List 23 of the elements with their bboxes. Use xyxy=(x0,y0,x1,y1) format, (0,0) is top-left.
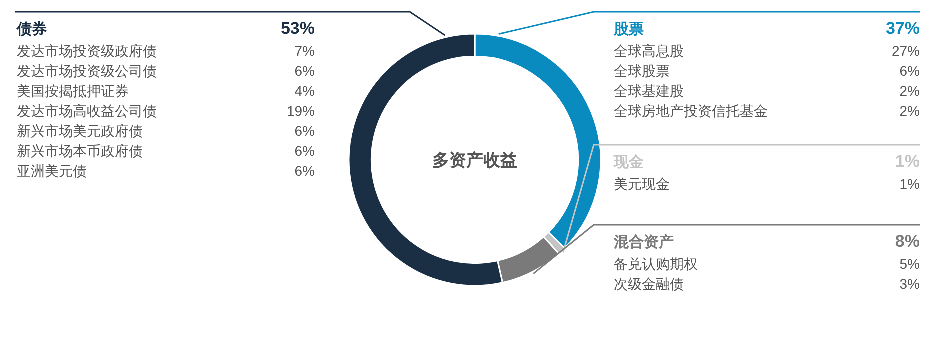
text: 全球股票 6% xyxy=(614,63,920,79)
slice-label: 股票 xyxy=(613,21,644,38)
text: 发达市场投资级政府债 7% xyxy=(17,43,315,59)
slice-label: 混合资产 xyxy=(613,234,674,251)
text: 多资产收益 xyxy=(432,151,518,170)
text: 备兑认购期权 5% xyxy=(614,256,920,272)
text: 新兴市场本币政府债 6% xyxy=(17,143,315,159)
text: 全球基建股 2% xyxy=(614,83,920,99)
text: 发达市场投资级公司债 6% xyxy=(17,63,315,79)
text: 新兴市场美元政府债 6% xyxy=(17,123,315,139)
data-label: 1% xyxy=(895,152,920,171)
data-label: 53% xyxy=(280,19,315,38)
slice-label: 债券 xyxy=(16,21,47,38)
data-label: 37% xyxy=(886,19,920,38)
data-label: 8% xyxy=(895,232,920,251)
text: 发达市场高收益公司债 19% xyxy=(17,103,315,119)
text: 美元现金 1% xyxy=(614,176,920,192)
text: 全球高息股 27% xyxy=(614,43,920,59)
text: 全球房地产投资信托基金 2% xyxy=(614,103,920,119)
text: 次级金融债 3% xyxy=(614,276,920,292)
slice-label: 现金 xyxy=(613,154,644,171)
text: 美国按揭抵押证券 4% xyxy=(17,83,315,99)
text: 亚洲美元债 6% xyxy=(17,163,315,179)
